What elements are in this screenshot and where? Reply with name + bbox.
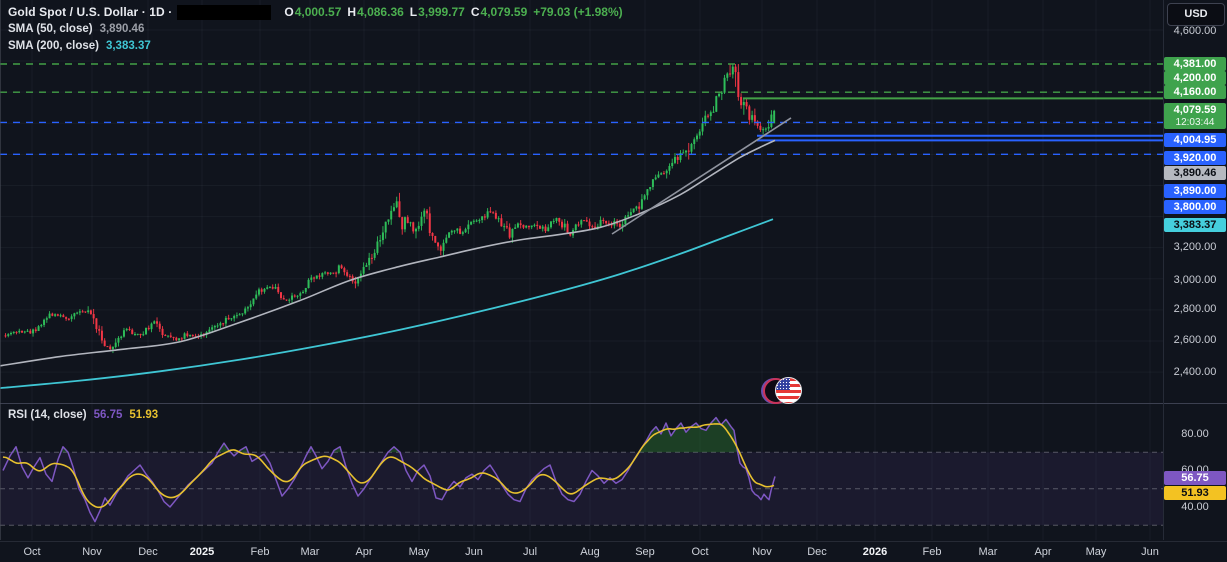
time-axis-month-tick: Mar xyxy=(978,546,998,558)
time-axis-month-tick: Jun xyxy=(1141,546,1159,558)
rsi-tick: 40.00 xyxy=(1181,501,1209,513)
rsi-legend: RSI (14, close) 56.75 51.93 xyxy=(8,407,158,424)
time-axis-month-tick: Dec xyxy=(138,546,158,558)
rsi-pane xyxy=(0,404,1163,540)
change-value: +79.03 (+1.98%) xyxy=(533,5,623,19)
time-axis-year-tick: 2025 xyxy=(189,546,215,558)
ohlc-values: O4,000.57 H4,086.36 L3,999.77 C4,079.59 +79.… xyxy=(278,5,622,19)
current-price-label: 4,079.59 12:03:44 xyxy=(1164,103,1226,129)
time-axis-month-tick: May xyxy=(408,546,430,558)
price-level-label: 4,160.00 xyxy=(1164,85,1226,99)
price-tick: 3,000.00 xyxy=(1173,274,1217,286)
price-level-label: 3,383.37 xyxy=(1164,218,1226,232)
price-tick: 2,800.00 xyxy=(1173,303,1217,315)
time-axis-month-tick: Feb xyxy=(250,546,270,558)
price-level-label: 3,890.00 xyxy=(1164,184,1226,198)
symbol-legend-row[interactable]: Gold Spot / U.S. Dollar · 1D · O4,000.57… xyxy=(8,4,623,20)
rsi-chart-canvas[interactable] xyxy=(0,404,1163,540)
sma50-legend-row[interactable]: SMA (50, close) 3,890.46 xyxy=(8,21,623,37)
price-level-label: 3,890.46 xyxy=(1164,166,1226,180)
current-price-value: 4,079.59 xyxy=(1173,104,1217,116)
rsi-value: 56.75 xyxy=(93,409,123,421)
sma200-legend-row[interactable]: SMA (200, close) 3,383.37 xyxy=(8,38,623,54)
rsi-tick: 80.00 xyxy=(1181,428,1209,440)
chart-legend: Gold Spot / U.S. Dollar · 1D · O4,000.57… xyxy=(8,4,623,55)
time-axis-month-tick: Dec xyxy=(807,546,827,558)
price-pane xyxy=(0,0,1163,403)
price-axis[interactable]: USD 4,600.00 4,381.00 4,200.00 4,160.00 4,00… xyxy=(1164,0,1227,403)
time-axis-month-tick: Sep xyxy=(635,546,655,558)
time-axis-month-tick: Apr xyxy=(1034,546,1052,558)
time-axis[interactable]: Oct Nov Dec 2025 Feb Mar Apr May Jun Jul Aug Sep Oct… xyxy=(0,541,1227,562)
symbol-title: Gold Spot / U.S. Dollar · 1D · xyxy=(8,5,173,19)
time-axis-month-tick: May xyxy=(1085,546,1107,558)
redacted-source-box xyxy=(177,4,272,20)
ohlc-value: 3,999.77 xyxy=(418,5,465,19)
time-axis-month-tick: Mar xyxy=(300,546,320,558)
price-chart-canvas[interactable] xyxy=(0,0,1163,403)
price-tick: 4,600.00 xyxy=(1173,25,1217,37)
ohlc-key: H xyxy=(347,5,357,19)
ohlc-key: C xyxy=(470,5,480,19)
ohlc-value: 4,079.59 xyxy=(480,5,528,19)
time-axis-month-tick: Nov xyxy=(752,546,772,558)
ohlc-value: 4,086.36 xyxy=(357,5,404,19)
currency-button[interactable]: USD xyxy=(1167,3,1225,26)
chart-left-frame xyxy=(0,0,1,540)
ohlc-value: 4,000.57 xyxy=(294,5,342,19)
time-axis-month-tick: Oct xyxy=(23,546,41,558)
rsi-level-label: 51.93 xyxy=(1164,486,1226,500)
time-axis-month-tick: Jun xyxy=(465,546,483,558)
time-axis-month-tick: Oct xyxy=(691,546,709,558)
rsi-ma-value: 51.93 xyxy=(129,409,159,421)
time-axis-month-tick: Aug xyxy=(580,546,600,558)
time-axis-month-tick: Jul xyxy=(522,546,538,558)
pane-divider[interactable] xyxy=(0,403,1227,404)
bar-countdown-timer: 12:03:44 xyxy=(1175,117,1215,128)
price-level-label: 4,381.00 xyxy=(1164,57,1226,71)
ohlc-key: L xyxy=(409,5,418,19)
price-tick: 2,600.00 xyxy=(1173,334,1217,346)
ohlc-key: O xyxy=(284,5,294,19)
price-level-label: 4,200.00 xyxy=(1164,71,1226,85)
sma50-label: SMA (50, close) xyxy=(8,23,93,35)
time-axis-year-tick: 2026 xyxy=(862,546,888,558)
price-level-label: 4,004.95 xyxy=(1164,133,1226,147)
price-tick: 3,200.00 xyxy=(1173,241,1217,253)
price-level-label: 3,920.00 xyxy=(1164,151,1226,165)
time-axis-month-tick: Feb xyxy=(922,546,942,558)
time-axis-month-tick: Nov xyxy=(82,546,102,558)
rsi-label: RSI (14, close) xyxy=(8,409,87,421)
price-level-label: 3,800.00 xyxy=(1164,200,1226,214)
sma50-value: 3,890.46 xyxy=(99,23,145,35)
sma200-value: 3,383.37 xyxy=(105,40,151,52)
us-flag-icon xyxy=(775,377,802,404)
rsi-axis[interactable]: 80.00 60.00 56.75 51.93 40.00 xyxy=(1164,404,1227,540)
sma200-label: SMA (200, close) xyxy=(8,40,99,52)
axis-border xyxy=(1163,0,1164,540)
rsi-level-label: 56.75 xyxy=(1164,471,1226,485)
price-tick: 2,400.00 xyxy=(1173,366,1217,378)
time-axis-month-tick: Apr xyxy=(355,546,373,558)
instrument-logo xyxy=(763,377,802,404)
rsi-legend-row[interactable]: RSI (14, close) 56.75 51.93 xyxy=(8,407,158,423)
